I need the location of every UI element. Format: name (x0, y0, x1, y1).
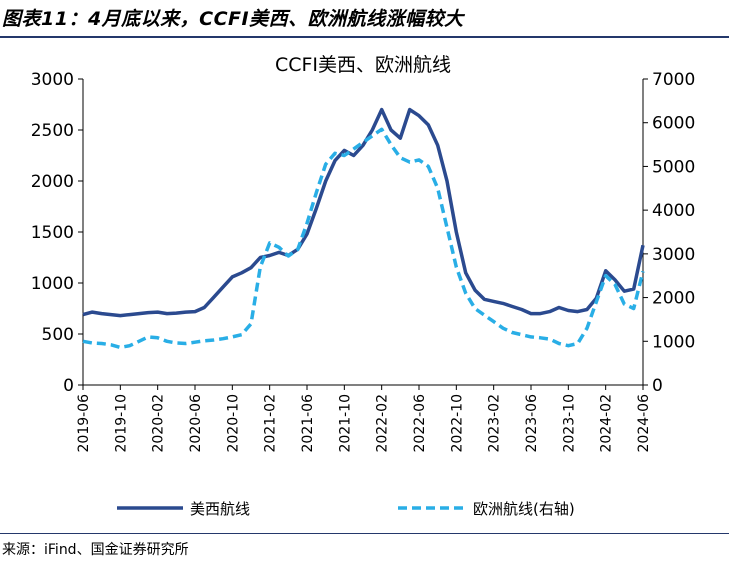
x-tick-label: 2022-06 (412, 394, 428, 453)
source-note: 来源：iFind、国金证券研究所 (2, 542, 189, 558)
right-tick-label: 5000 (652, 157, 695, 177)
legend: 美西航线 欧洲航线(右轴) (117, 500, 575, 518)
right-tick-label: 7000 (652, 70, 695, 90)
x-tick-label: 2021-02 (263, 394, 279, 453)
left-tick-label: 500 (42, 325, 74, 345)
legend-label-europe: 欧洲航线(右轴) (473, 500, 575, 518)
right-tick-label: 4000 (652, 201, 695, 221)
x-tick-label: 2022-10 (449, 394, 465, 453)
x-tick-label: 2023-02 (487, 394, 503, 453)
right-tick-label: 2000 (652, 289, 695, 309)
right-tick-label: 6000 (652, 114, 695, 134)
x-tick-label: 2022-02 (375, 394, 391, 453)
x-tick-label: 2024-06 (636, 394, 652, 453)
x-tick-label: 2019-06 (76, 394, 92, 453)
x-tick-label: 2023-10 (561, 394, 577, 453)
x-tick-label: 2021-06 (300, 394, 316, 453)
title-rule (0, 36, 729, 38)
x-tick-label: 2024-02 (599, 394, 615, 453)
right-tick-label: 1000 (652, 332, 695, 352)
left-tick-label: 2500 (31, 121, 74, 141)
x-tick-label: 2020-10 (225, 394, 241, 453)
source-rule (0, 533, 729, 534)
plot-area (82, 107, 645, 350)
x-tick-label: 2023-06 (524, 394, 540, 453)
x-tick-label: 2019-10 (113, 394, 129, 453)
left-tick-label: 2000 (31, 172, 74, 192)
figure-title: 图表11：4月底以来，CCFI美西、欧洲航线涨幅较大 (2, 8, 464, 30)
right-tick-label: 0 (652, 376, 663, 396)
x-tick-label: 2020-02 (151, 394, 167, 453)
legend-label-us-west: 美西航线 (190, 500, 250, 518)
chart-title: CCFI美西、欧洲航线 (275, 54, 451, 76)
left-tick-label: 1000 (31, 274, 74, 294)
x-tick-label: 2020-06 (188, 394, 204, 453)
left-tick-label: 1500 (31, 223, 74, 243)
left-tick-label: 3000 (31, 70, 74, 90)
axes: 0 500 1000 1500 2000 2500 3000 0 1000 2000 3000 400… (31, 70, 696, 453)
us-west-series-line (82, 107, 645, 318)
left-tick-label: 0 (63, 376, 74, 396)
right-tick-label: 3000 (652, 245, 695, 265)
x-tick-label: 2021-10 (337, 394, 353, 453)
